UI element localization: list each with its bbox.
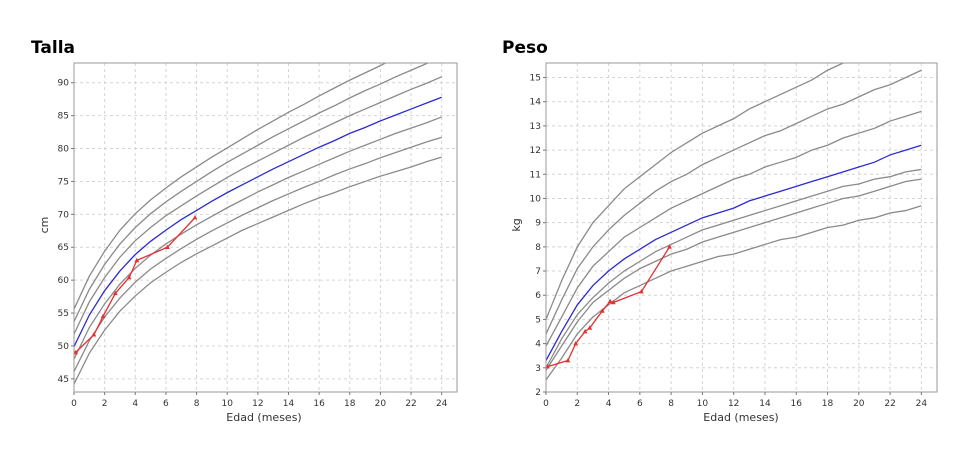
talla-y-tick-label: 50 xyxy=(58,342,70,352)
talla-x-tick-label: 8 xyxy=(194,399,200,409)
talla-series-line xyxy=(74,76,442,335)
talla-x-tick-label: 2 xyxy=(102,399,108,409)
peso-chart: Edad (meses) kg 0 2 4 6 8 10 12 14 16 18 20 22 24234… xyxy=(510,62,938,424)
peso-x-tick-label: 2 xyxy=(574,399,580,409)
peso-x-tick-label: 6 xyxy=(637,399,643,409)
peso-series-line xyxy=(546,168,922,369)
peso-patient-point xyxy=(607,298,613,304)
peso-y-tick-label: 14 xyxy=(530,98,542,108)
talla-y-tick-label: 45 xyxy=(58,375,69,385)
talla-x-tick-label: 6 xyxy=(163,399,169,409)
peso-y-tick-label: 2 xyxy=(535,388,541,398)
peso-patient-point xyxy=(582,328,588,334)
peso-x-tick-label: 22 xyxy=(884,399,895,409)
talla-series-group xyxy=(74,63,442,385)
peso-y-tick-label: 9 xyxy=(535,219,541,229)
peso-y-tick-label: 15 xyxy=(530,74,541,84)
talla-y-axis-label: cm xyxy=(38,217,51,234)
peso-y-tick-label: 13 xyxy=(530,122,541,132)
talla-x-tick-label: 10 xyxy=(221,399,233,409)
peso-patient-point xyxy=(573,341,579,346)
talla-x-tick-label: 14 xyxy=(283,399,295,409)
peso-series-line xyxy=(546,205,922,381)
talla-x-axis-label: Edad (meses) xyxy=(226,411,301,424)
talla-x-tick-label: 22 xyxy=(405,399,416,409)
talla-y-tick-label: 85 xyxy=(58,112,69,122)
talla-x-tick-label: 16 xyxy=(313,399,325,409)
talla-series-line xyxy=(74,63,430,322)
talla-y-tick-label: 65 xyxy=(58,243,69,253)
talla-x-tick-label: 0 xyxy=(71,399,77,409)
peso-y-tick-label: 12 xyxy=(530,146,541,156)
peso-x-tick-label: 16 xyxy=(791,399,803,409)
peso-plot-area xyxy=(546,63,937,392)
talla-series-line xyxy=(74,63,387,310)
talla-patient-point xyxy=(192,215,198,220)
peso-x-tick-label: 10 xyxy=(697,399,709,409)
peso-y-tick-label: 8 xyxy=(535,243,541,253)
talla-patient-point xyxy=(91,332,97,337)
peso-x-tick-label: 12 xyxy=(728,399,739,409)
talla-x-tick-label: 12 xyxy=(252,399,263,409)
peso-y-tick-label: 6 xyxy=(535,291,541,301)
peso-series-line xyxy=(546,178,922,371)
peso-patient-point xyxy=(546,363,550,369)
talla-series-line xyxy=(74,116,442,360)
talla-x-tick-label: 18 xyxy=(344,399,356,409)
talla-y-tick-label: 70 xyxy=(58,210,70,220)
peso-x-tick-label: 24 xyxy=(916,399,928,409)
talla-series-line xyxy=(74,156,442,385)
peso-patient-point xyxy=(565,357,571,363)
talla-y-tick-label: 90 xyxy=(58,79,70,89)
peso-y-tick-label: 5 xyxy=(535,315,541,325)
talla-y-tick-label: 75 xyxy=(58,177,69,187)
talla-chart-title: Talla xyxy=(31,38,76,58)
talla-patient-point xyxy=(165,244,170,250)
peso-chart-title: Peso xyxy=(502,38,548,58)
peso-series-line xyxy=(546,110,922,347)
talla-patient-point xyxy=(134,257,140,263)
peso-patient-point xyxy=(587,325,593,330)
talla-x-tick-label: 4 xyxy=(132,399,138,409)
peso-x-tick-label: 14 xyxy=(759,399,771,409)
peso-patient-line xyxy=(547,246,671,368)
peso-patient-point xyxy=(667,244,672,249)
talla-chart: Edad (meses) cm 0 2 4 6 8 10 12 14 16 18 20 22 24455… xyxy=(38,62,458,424)
talla-series-line xyxy=(74,96,442,347)
peso-series-line xyxy=(546,144,922,361)
talla-y-tick-label: 55 xyxy=(58,309,69,319)
peso-x-tick-label: 8 xyxy=(668,399,674,409)
peso-x-tick-label: 4 xyxy=(606,399,612,409)
peso-y-tick-label: 4 xyxy=(535,340,541,350)
peso-y-tick-label: 3 xyxy=(535,364,541,374)
talla-patient-line xyxy=(75,217,196,353)
peso-y-tick-label: 10 xyxy=(530,194,542,204)
peso-series-group xyxy=(546,63,922,381)
peso-y-tick-label: 7 xyxy=(535,267,541,277)
peso-series-line xyxy=(546,63,845,320)
talla-patient-point xyxy=(100,313,106,319)
talla-patient-point xyxy=(126,274,132,280)
peso-y-axis-label: kg xyxy=(510,218,523,231)
peso-series-line xyxy=(546,69,922,335)
talla-y-tick-label: 80 xyxy=(58,145,70,155)
peso-patient-point xyxy=(599,308,605,313)
talla-plot-frame xyxy=(73,62,458,393)
talla-y-tick-label: 60 xyxy=(58,276,70,286)
talla-x-tick-label: 24 xyxy=(436,399,448,409)
peso-x-tick-label: 18 xyxy=(822,399,834,409)
peso-x-axis-label: Edad (meses) xyxy=(703,411,778,424)
peso-x-tick-label: 20 xyxy=(853,399,865,409)
talla-plot-area xyxy=(74,63,457,392)
peso-y-tick-label: 11 xyxy=(530,170,541,180)
talla-patient-point xyxy=(112,290,118,296)
peso-plot-frame xyxy=(545,62,938,393)
peso-patient-point xyxy=(610,299,616,305)
talla-x-tick-label: 20 xyxy=(375,399,387,409)
peso-x-tick-label: 0 xyxy=(543,399,549,409)
peso-patient-point xyxy=(639,289,644,294)
talla-patient-point xyxy=(74,349,78,355)
talla-series-line xyxy=(74,136,442,372)
